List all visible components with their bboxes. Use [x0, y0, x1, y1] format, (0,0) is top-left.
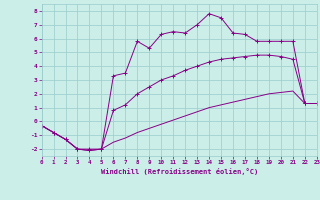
X-axis label: Windchill (Refroidissement éolien,°C): Windchill (Refroidissement éolien,°C): [100, 168, 258, 175]
